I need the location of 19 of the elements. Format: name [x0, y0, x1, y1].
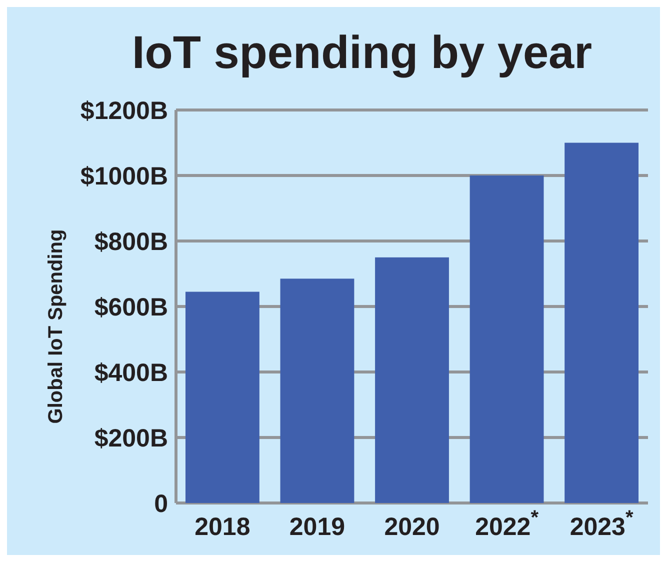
- x-tick-label: 2018: [194, 513, 250, 541]
- bar: [375, 257, 449, 503]
- y-tick-label: $400B: [94, 358, 168, 387]
- y-tick-label: $600B: [94, 293, 168, 322]
- bar: [470, 176, 544, 503]
- y-tick-label: $200B: [94, 424, 168, 452]
- y-tick-label: 0: [154, 490, 168, 518]
- bar: [280, 278, 354, 503]
- y-axis-title: Global IoT Spending: [45, 229, 67, 424]
- x-tick-label: 2020: [384, 513, 440, 541]
- y-tick-label: $1200B: [80, 96, 168, 125]
- y-tick-label: $800B: [94, 228, 168, 256]
- y-tick-label: $1000B: [80, 162, 168, 190]
- bar: [185, 292, 260, 503]
- x-tick-label: 2023$^{*}$: [570, 507, 634, 541]
- x-tick-label: 2022$^{*}$: [475, 507, 539, 541]
- x-tick-label: 2019: [289, 513, 346, 541]
- chart-title: IoT spending by year: [132, 26, 592, 78]
- bar: [564, 142, 639, 503]
